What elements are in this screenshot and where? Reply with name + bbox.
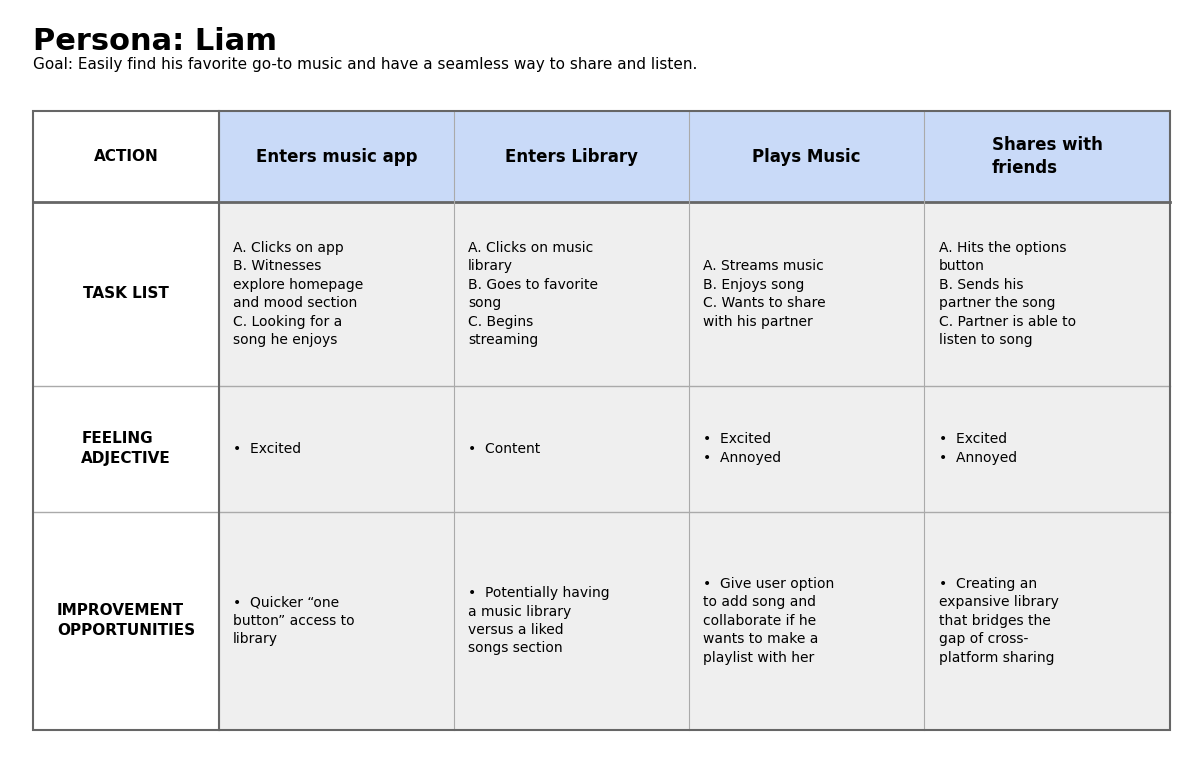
Bar bbox=[33, 202, 219, 386]
Text: •  Excited
•  Annoyed: • Excited • Annoyed bbox=[939, 432, 1017, 465]
Text: FEELING
ADJECTIVE: FEELING ADJECTIVE bbox=[81, 431, 171, 466]
Text: •  Give user option
to add song and
collaborate if he
wants to make a
playlist w: • Give user option to add song and colla… bbox=[703, 577, 835, 665]
Bar bbox=[33, 111, 219, 202]
Bar bbox=[219, 386, 453, 512]
Text: Goal: Easily find his favorite go-to music and have a seamless way to share and : Goal: Easily find his favorite go-to mus… bbox=[33, 57, 697, 73]
Bar bbox=[219, 111, 453, 202]
Bar bbox=[925, 512, 1170, 730]
Text: TASK LIST: TASK LIST bbox=[84, 286, 169, 302]
Bar bbox=[219, 202, 453, 386]
Text: •  Excited
•  Annoyed: • Excited • Annoyed bbox=[703, 432, 781, 465]
Text: Shares with
friends: Shares with friends bbox=[991, 136, 1103, 177]
Bar bbox=[689, 111, 925, 202]
Bar bbox=[33, 111, 1170, 730]
Bar bbox=[453, 202, 689, 386]
Text: A. Hits the options
button
B. Sends his
partner the song
C. Partner is able to
l: A. Hits the options button B. Sends his … bbox=[939, 241, 1075, 347]
Text: •  Potentially having
a music library
versus a liked
songs section: • Potentially having a music library ver… bbox=[468, 586, 610, 656]
Text: Persona: Liam: Persona: Liam bbox=[33, 27, 277, 56]
Text: A. Streams music
B. Enjoys song
C. Wants to share
with his partner: A. Streams music B. Enjoys song C. Wants… bbox=[703, 259, 826, 329]
Text: Enters music app: Enters music app bbox=[256, 147, 417, 166]
Text: ACTION: ACTION bbox=[93, 149, 158, 164]
Bar bbox=[33, 386, 219, 512]
Text: Enters Library: Enters Library bbox=[505, 147, 637, 166]
Bar bbox=[33, 512, 219, 730]
Bar bbox=[689, 202, 925, 386]
Text: A. Clicks on music
library
B. Goes to favorite
song
C. Begins
streaming: A. Clicks on music library B. Goes to fa… bbox=[468, 241, 598, 347]
Bar bbox=[689, 386, 925, 512]
Text: IMPROVEMENT
OPPORTUNITIES: IMPROVEMENT OPPORTUNITIES bbox=[57, 604, 195, 638]
Text: •  Content: • Content bbox=[468, 442, 541, 455]
Bar bbox=[689, 512, 925, 730]
Text: A. Clicks on app
B. Witnesses
explore homepage
and mood section
C. Looking for a: A. Clicks on app B. Witnesses explore ho… bbox=[233, 241, 364, 347]
Bar bbox=[219, 512, 453, 730]
Bar bbox=[453, 111, 689, 202]
Text: •  Excited: • Excited bbox=[233, 442, 301, 455]
Bar bbox=[925, 111, 1170, 202]
Bar bbox=[453, 512, 689, 730]
Text: •  Quicker “one
button” access to
library: • Quicker “one button” access to library bbox=[233, 595, 355, 646]
Bar bbox=[925, 386, 1170, 512]
Text: •  Creating an
expansive library
that bridges the
gap of cross-
platform sharing: • Creating an expansive library that bri… bbox=[939, 577, 1058, 665]
Bar bbox=[453, 386, 689, 512]
Text: Plays Music: Plays Music bbox=[752, 147, 861, 166]
Bar bbox=[925, 202, 1170, 386]
